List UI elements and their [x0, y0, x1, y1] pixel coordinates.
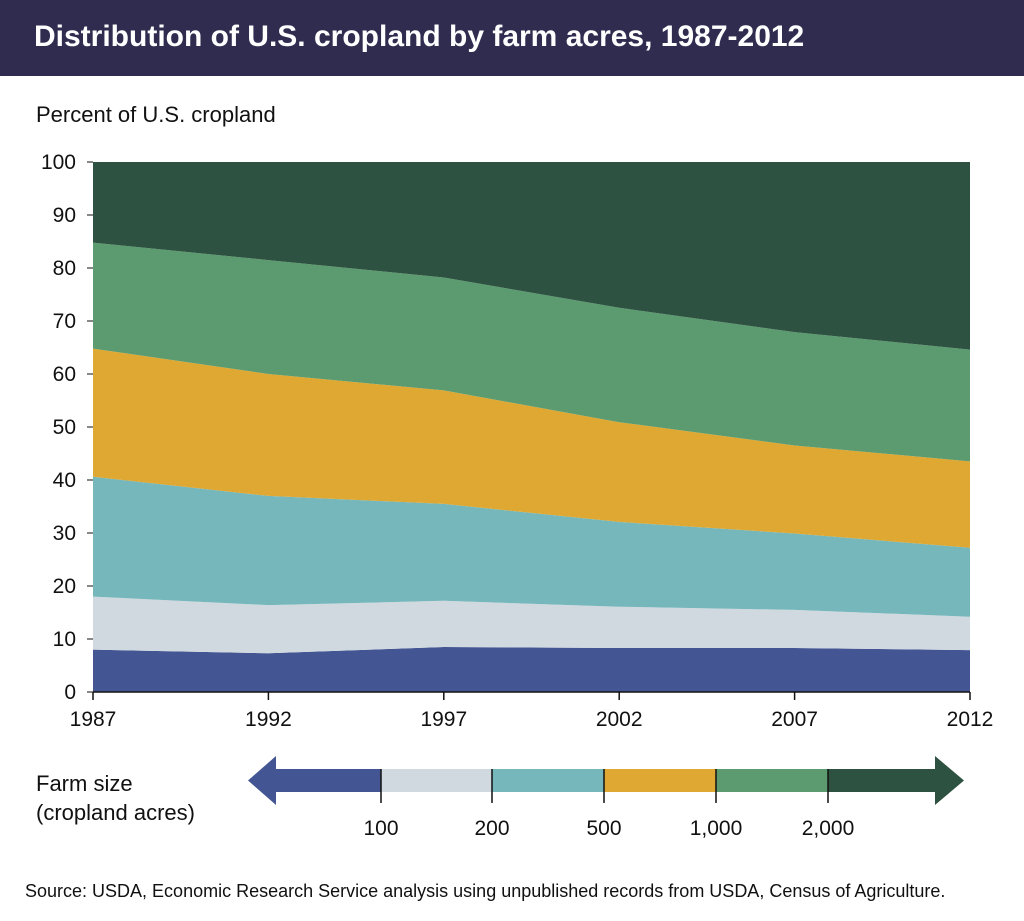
area-series-5	[93, 242, 970, 462]
axis-labels: Percent of U.S. cropland	[36, 102, 276, 127]
legend-bar	[248, 756, 964, 805]
x-tick-label: 1987	[70, 708, 117, 731]
y-tick-label: 80	[53, 257, 76, 280]
area-series-1	[93, 647, 970, 692]
y-axis: 0 10 20 30 40 50 60 70 80 90 100	[41, 151, 93, 704]
legend-boundary-label: 1,000	[690, 817, 743, 840]
area-series-6	[93, 162, 970, 350]
area-series-2	[93, 596, 970, 654]
area-series-4	[93, 348, 970, 548]
legend-boundary-label: 500	[586, 817, 621, 840]
chart-title: Distribution of U.S. cropland by farm ac…	[34, 20, 805, 53]
y-tick-label: 30	[53, 522, 76, 545]
legend-swatch-6	[828, 769, 936, 792]
legend-swatch-4	[604, 769, 716, 792]
legend-boundary-label: 200	[474, 817, 509, 840]
y-tick-label: 20	[53, 575, 76, 598]
legend-boundary-label: 2,000	[802, 817, 855, 840]
legend-title-line2: (cropland acres)	[36, 800, 195, 825]
x-tick-label: 2002	[596, 708, 643, 731]
legend: Farm size (cropland acres) 100 200 500 1,00…	[36, 756, 964, 840]
area-series-3	[93, 476, 970, 617]
legend-arrow-right	[935, 756, 964, 805]
x-axis: 1987 1992 1997 2002 2007 2012	[70, 691, 994, 731]
y-tick-label: 70	[53, 310, 76, 333]
y-tick-label: 100	[41, 151, 76, 174]
legend-labels: 100 200 500 1,000 2,000	[363, 769, 854, 840]
legend-title-line1: Farm size	[36, 771, 133, 796]
x-tick-label: 2007	[771, 708, 818, 731]
y-axis-label: Percent of U.S. cropland	[36, 102, 276, 127]
x-tick-label: 1992	[245, 708, 292, 731]
source-note: Source: USDA, Economic Research Service …	[25, 881, 946, 901]
legend-swatch-5	[716, 769, 828, 792]
y-tick-label: 50	[53, 416, 76, 439]
y-tick-label: 0	[64, 681, 76, 704]
legend-swatch-1	[275, 769, 381, 792]
y-tick-label: 90	[53, 204, 76, 227]
stacked-areas	[93, 162, 970, 692]
x-tick-label: 2012	[947, 708, 994, 731]
title-bar: Distribution of U.S. cropland by farm ac…	[0, 0, 1024, 76]
legend-arrow-left	[248, 756, 276, 805]
x-tick-label: 1997	[420, 708, 467, 731]
legend-swatch-3	[492, 769, 604, 792]
legend-swatch-2	[381, 769, 492, 792]
y-tick-label: 40	[53, 469, 76, 492]
y-tick-label: 10	[53, 628, 76, 651]
y-tick-label: 60	[53, 363, 76, 386]
legend-boundary-label: 100	[363, 817, 398, 840]
